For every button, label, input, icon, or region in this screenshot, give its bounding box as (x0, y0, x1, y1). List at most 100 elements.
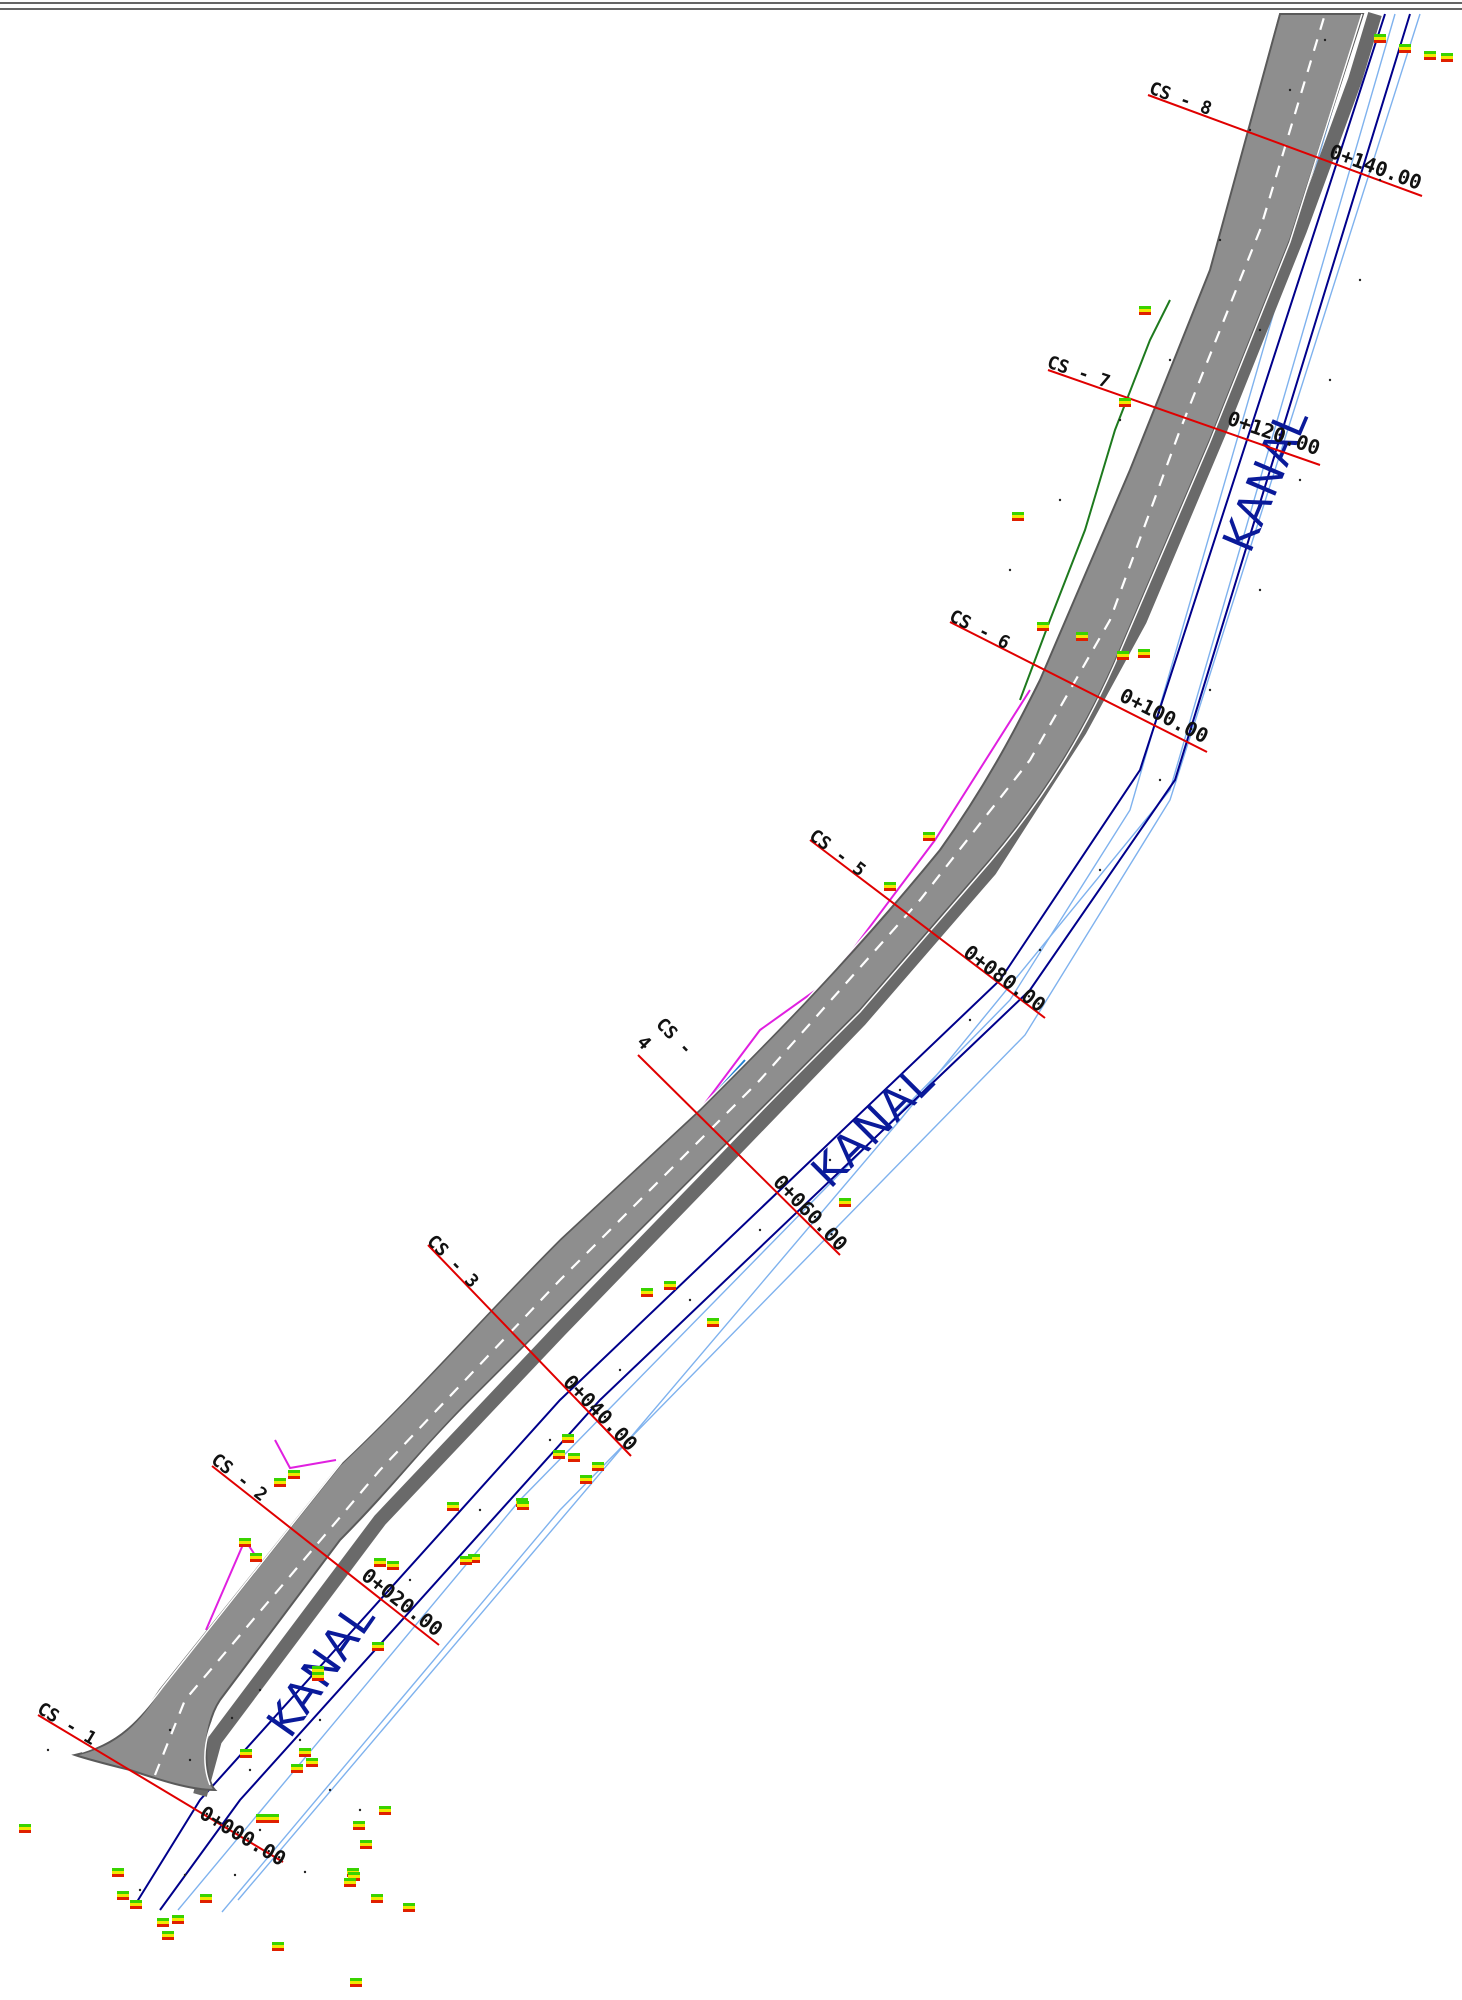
survey-marker (272, 1942, 284, 1951)
survey-marker-mid (256, 1817, 268, 1820)
survey-marker-bottom (592, 1468, 604, 1471)
survey-marker-bottom (1138, 655, 1150, 658)
survey-marker-top (172, 1915, 184, 1918)
survey-dot (183, 1873, 187, 1877)
survey-marker-top (1012, 512, 1024, 515)
survey-marker (884, 882, 896, 891)
survey-marker-top (379, 1806, 391, 1809)
survey-marker-mid (353, 1824, 365, 1827)
survey-dot (188, 1758, 192, 1762)
survey-marker-mid (1374, 37, 1386, 40)
survey-marker-bottom (157, 1924, 169, 1927)
survey-marker-mid (1037, 625, 1049, 628)
survey-marker (1117, 651, 1129, 660)
survey-marker-top (312, 1672, 324, 1675)
survey-marker-bottom (360, 1846, 372, 1849)
survey-marker-top (1441, 53, 1453, 56)
survey-marker-mid (447, 1505, 459, 1508)
survey-marker-mid (274, 1481, 286, 1484)
survey-dot (1258, 328, 1262, 332)
survey-marker-bottom (371, 1900, 383, 1903)
survey-marker-bottom (641, 1294, 653, 1297)
survey-marker (374, 1558, 386, 1567)
survey-marker-top (371, 1894, 383, 1897)
survey-marker (664, 1281, 676, 1290)
survey-marker-bottom (353, 1827, 365, 1830)
survey-marker-top (274, 1478, 286, 1481)
survey-marker-mid (200, 1897, 212, 1900)
survey-marker (112, 1868, 124, 1877)
survey-marker (291, 1764, 303, 1773)
survey-marker (267, 1814, 279, 1823)
survey-marker-bottom (19, 1830, 31, 1833)
survey-marker (403, 1903, 415, 1912)
survey-marker-top (353, 1821, 365, 1824)
survey-marker (130, 1900, 142, 1909)
survey-marker-top (839, 1198, 851, 1201)
survey-dot (478, 1508, 482, 1512)
survey-marker-bottom (117, 1897, 129, 1900)
survey-dot (898, 1088, 902, 1092)
survey-dot (258, 1688, 262, 1692)
survey-marker-bottom (580, 1481, 592, 1484)
survey-marker-top (291, 1764, 303, 1767)
survey-marker-mid (306, 1761, 318, 1764)
survey-dot (230, 1716, 234, 1720)
survey-dot (1288, 88, 1292, 92)
survey-dot (1118, 418, 1122, 422)
survey-marker-top (1037, 622, 1049, 625)
survey-marker (447, 1502, 459, 1511)
survey-marker-mid (379, 1809, 391, 1812)
survey-marker (250, 1553, 262, 1562)
survey-marker-bottom (568, 1459, 580, 1462)
survey-marker-mid (1117, 654, 1129, 657)
survey-dot (258, 1828, 262, 1832)
survey-marker-bottom (291, 1770, 303, 1773)
survey-marker-top (1119, 398, 1131, 401)
canal-line-left (134, 13, 1386, 1906)
survey-marker (350, 1978, 362, 1987)
survey-marker-mid (460, 1559, 472, 1562)
survey-marker (1441, 53, 1453, 62)
survey-marker-mid (641, 1291, 653, 1294)
survey-marker-top (707, 1318, 719, 1321)
survey-marker (641, 1288, 653, 1297)
survey-marker-top (348, 1872, 360, 1875)
road-shoulder-hatch (193, 11, 1382, 1797)
survey-marker (1139, 306, 1151, 315)
section-label-4-line2: 4 (632, 1032, 655, 1055)
survey-dot (758, 1228, 762, 1232)
chainage-label-8: 0+140.00 (1326, 139, 1425, 194)
survey-marker-mid (288, 1473, 300, 1476)
survey-marker-bottom (1374, 40, 1386, 43)
survey-marker-top (372, 1642, 384, 1645)
survey-dot (408, 1578, 412, 1582)
survey-marker-bottom (1076, 638, 1088, 641)
survey-marker-bottom (387, 1567, 399, 1570)
survey-marker-bottom (256, 1820, 268, 1823)
survey-marker-bottom (1424, 57, 1436, 60)
survey-marker (707, 1318, 719, 1327)
section-line-4 (637, 1054, 841, 1256)
survey-marker-top (923, 832, 935, 835)
survey-marker-mid (130, 1903, 142, 1906)
survey-marker-top (117, 1891, 129, 1894)
survey-dot (1248, 128, 1252, 132)
survey-marker-mid (1399, 47, 1411, 50)
survey-marker-mid (312, 1675, 324, 1678)
survey-dot (328, 1788, 332, 1792)
survey-marker (1399, 44, 1411, 53)
survey-marker-top (360, 1840, 372, 1843)
survey-dot (1008, 568, 1012, 572)
survey-marker-mid (372, 1645, 384, 1648)
survey-marker-bottom (707, 1324, 719, 1327)
survey-marker-top (641, 1288, 653, 1291)
survey-marker-bottom (240, 1755, 252, 1758)
survey-marker-bottom (562, 1440, 574, 1443)
road-center-line (153, 13, 1327, 1776)
road-surface (71, 13, 1365, 1792)
survey-marker-bottom (403, 1909, 415, 1912)
road-white-edge-right (204, 13, 1363, 1786)
survey-marker-top (1117, 651, 1129, 654)
survey-marker (592, 1462, 604, 1471)
